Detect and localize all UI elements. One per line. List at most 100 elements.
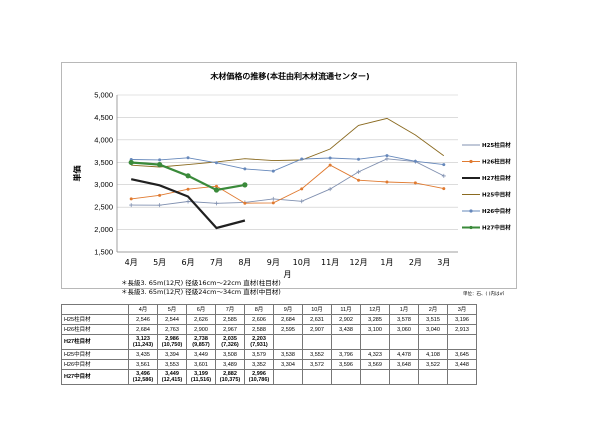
table-cell: 3,448 bbox=[447, 359, 477, 370]
y-tick-label: 3,000 bbox=[94, 180, 113, 189]
table-cell bbox=[273, 334, 303, 350]
table-row: H26中目材 3,561 3,553 3,601 3,489 3,352 3,304 3,57… bbox=[61, 359, 477, 370]
data-point bbox=[300, 187, 304, 191]
table-row: H25柱目材 2,546 2,544 2,626 2,585 2,606 2,684 2,63… bbox=[61, 314, 477, 325]
y-tick-label: 4,000 bbox=[94, 135, 113, 144]
data-point bbox=[385, 154, 389, 158]
data-point bbox=[385, 180, 389, 184]
table-cell: 3,522 bbox=[418, 359, 448, 370]
table-cell bbox=[331, 334, 361, 350]
table-header-row: 4月 5月 6月 7月 8月 9月 10月 11月 12月 1月 2月 3月 bbox=[61, 304, 477, 315]
series-line bbox=[131, 117, 445, 168]
table-header-cell: 3月 bbox=[447, 304, 477, 315]
table-row: H25中目材 3,435 3,394 3,449 3,508 3,579 3,538 3,55… bbox=[61, 349, 477, 360]
price-table: 4月 5月 6月 7月 8月 9月 10月 11月 12月 1月 2月 3月 H25柱目材 2,546 2,… bbox=[61, 304, 477, 385]
series-line bbox=[131, 155, 444, 172]
table-cell: 3,040 bbox=[418, 324, 448, 335]
table-cell: 3,496 (12,586) bbox=[128, 369, 158, 385]
table-cell: 3,515 bbox=[418, 314, 448, 325]
data-point bbox=[129, 203, 134, 208]
legend-label: H25中目材 bbox=[482, 191, 511, 199]
table-cell: 3,489 bbox=[215, 359, 245, 370]
table-cell: 3,100 bbox=[360, 324, 390, 335]
table-row-label: H25柱目材 bbox=[61, 314, 129, 325]
table-cell: 2,203 (7,931) bbox=[244, 334, 274, 350]
table-cell: 2,907 bbox=[302, 324, 332, 335]
data-point bbox=[157, 161, 163, 168]
x-tick-label: 10月 bbox=[293, 258, 311, 267]
table-cell: 2,738 (9,857) bbox=[186, 334, 216, 350]
price-chart: 木材価格の推移(本荘由利木材流通センター) 1,500 2,000 2,500 3,00… bbox=[61, 62, 517, 289]
table-cell: 2,763 bbox=[157, 324, 187, 335]
data-point bbox=[213, 187, 220, 193]
data-point bbox=[129, 197, 133, 201]
table-cell: 2,684 bbox=[128, 324, 158, 335]
x-tick-label: 11月 bbox=[321, 258, 339, 267]
table-cell-volume: (12,586) bbox=[132, 377, 154, 383]
data-point bbox=[186, 156, 190, 160]
table-cell bbox=[389, 334, 419, 350]
table-header-cell: 12月 bbox=[360, 304, 390, 315]
data-point bbox=[185, 173, 191, 179]
table-cell: 3,449 (12,415) bbox=[157, 369, 187, 385]
table-cell: 4,323 bbox=[360, 349, 390, 360]
table-cell-volume: (10,375) bbox=[219, 377, 241, 383]
table-row-label: H26中目材 bbox=[61, 359, 129, 370]
table-row: H27中目材 3,496 (12,586) 3,449 (12,415) 3,199 (11… bbox=[61, 369, 477, 385]
data-point bbox=[186, 199, 191, 204]
table-header-cell: 11月 bbox=[331, 304, 361, 315]
x-tick-label: 12月 bbox=[349, 258, 367, 267]
legend-marker bbox=[469, 225, 473, 230]
table-header-cell: 2月 bbox=[418, 304, 448, 315]
table-row: H26柱目材 2,684 2,763 2,900 2,967 2,588 2,595 2,90… bbox=[61, 324, 477, 335]
table-row-label: H26柱目材 bbox=[61, 324, 129, 335]
table-cell: 2,606 bbox=[244, 314, 274, 325]
table-cell: 2,546 bbox=[128, 314, 158, 325]
data-point bbox=[271, 201, 275, 205]
table-cell: 3,579 bbox=[244, 349, 274, 360]
data-point bbox=[328, 187, 333, 192]
data-point bbox=[442, 163, 446, 167]
table-cell: 2,544 bbox=[157, 314, 187, 325]
y-tick-label: 1,500 bbox=[94, 248, 113, 257]
chart-title: 木材価格の推移(本荘由利木材流通センター) bbox=[209, 71, 369, 81]
table-cell bbox=[418, 334, 448, 350]
table-cell: 3,352 bbox=[244, 359, 274, 370]
table-cell: 3,449 bbox=[186, 349, 216, 360]
data-point bbox=[271, 196, 276, 201]
y-tick-label: 4,500 bbox=[94, 113, 113, 122]
table-row: H27柱目材 3,123 (11,243) 2,986 (10,750) 2,738 (9,… bbox=[61, 334, 477, 350]
x-axis-title: 月 bbox=[284, 270, 292, 279]
x-tick-label: 1月 bbox=[380, 258, 393, 267]
table-cell-volume: (10,786) bbox=[248, 377, 270, 383]
table-header-cell: 4月 bbox=[128, 304, 158, 315]
table-cell: 3,394 bbox=[157, 349, 187, 360]
table-cell: 4,108 bbox=[418, 349, 448, 360]
data-point bbox=[328, 156, 332, 160]
chart-canvas: 木材価格の推移(本荘由利木材流通センター) 1,500 2,000 2,500 3,00… bbox=[72, 71, 511, 279]
data-point bbox=[413, 159, 417, 163]
legend-label: H25柱目材 bbox=[482, 141, 511, 149]
legend-label: H26柱目材 bbox=[482, 158, 511, 166]
table-cell: 2,035 (7,326) bbox=[215, 334, 245, 350]
data-point bbox=[214, 184, 218, 188]
table-cell bbox=[302, 334, 332, 350]
table-cell: 3,553 bbox=[157, 359, 187, 370]
table-cell bbox=[360, 369, 390, 385]
table-cell: 2,631 bbox=[302, 314, 332, 325]
data-point bbox=[157, 203, 162, 208]
table-header-cell: 7月 bbox=[215, 304, 245, 315]
x-tick-label: 4月 bbox=[125, 258, 138, 267]
x-tick-label: 9月 bbox=[267, 258, 280, 267]
table-cell: 3,569 bbox=[360, 359, 390, 370]
data-point bbox=[413, 181, 417, 185]
table-cell-volume: (12,415) bbox=[161, 377, 183, 383]
legend-label: H27柱目材 bbox=[482, 174, 511, 182]
series-line bbox=[131, 158, 445, 206]
note-line-2: ＊長級3. 65m(12尺) 径級24cm～34cm 直材(中目材) bbox=[121, 288, 281, 296]
table-cell-volume: (10,750) bbox=[161, 342, 183, 348]
legend-label: H26中目材 bbox=[482, 207, 511, 215]
table-cell: 3,196 bbox=[447, 314, 477, 325]
table-cell-volume: (11,243) bbox=[132, 342, 154, 348]
table-cell-volume: (11,516) bbox=[190, 377, 212, 383]
